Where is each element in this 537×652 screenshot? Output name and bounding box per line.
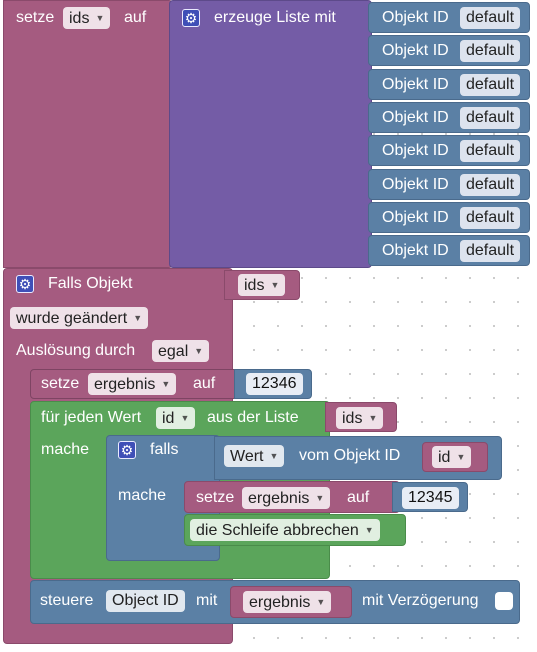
delay-checkbox[interactable] [495, 592, 513, 610]
chevron-down-icon: ▼ [95, 13, 105, 23]
foreach-id-label: id [162, 410, 175, 427]
trigger-by-dropdown[interactable]: egal ▼ [152, 340, 210, 362]
objekt-id-block[interactable]: Objekt ID default [368, 69, 530, 100]
number-input-12345[interactable]: 12345 [402, 487, 459, 509]
objekt-id-label: Objekt ID [382, 176, 449, 193]
objekt-id-value-field[interactable]: default [460, 240, 521, 262]
objekt-id-value-field[interactable]: default [460, 40, 521, 62]
ergebnis-dropdown-1[interactable]: ergebnis ▼ [88, 373, 177, 395]
set-ergebnis-2-keyword: setze [196, 489, 235, 506]
chevron-down-icon: ▼ [315, 493, 325, 503]
objekt-id-value-field[interactable]: default [460, 107, 521, 129]
trigger-by-label: Auslösung durch [16, 342, 136, 359]
chevron-down-icon: ▼ [269, 451, 279, 461]
trigger-condition-dropdown[interactable]: wurde geändert ▼ [10, 307, 149, 329]
object-id-field[interactable]: Object ID [106, 590, 185, 612]
ergebnis-label-1: ergebnis [94, 376, 156, 393]
control-delay-label: mit Verzögerung [362, 592, 479, 609]
objekt-id-label: Objekt ID [382, 142, 449, 159]
value-dropdown-label: Wert [230, 448, 264, 465]
chevron-down-icon: ▼ [270, 280, 280, 290]
objekt-id-label: Objekt ID [382, 109, 449, 126]
number-input-12346[interactable]: 12346 [246, 373, 303, 395]
foreach-id-dropdown[interactable]: id ▼ [156, 407, 196, 429]
foreach-do-label: mache [41, 441, 90, 458]
value-dropdown[interactable]: Wert ▼ [224, 445, 285, 467]
break-loop-label: die Schleife abbrechen [196, 522, 359, 539]
gear-icon[interactable]: ⚙ [16, 275, 34, 293]
control-label: steuere [40, 592, 94, 609]
create-list-label: erzeuge Liste mit [214, 9, 336, 26]
control-ergebnis-label: ergebnis [249, 594, 311, 611]
foreach-list-label: ids [342, 410, 363, 427]
trigger-condition-label: wurde geändert [16, 310, 128, 327]
ergebnis-dropdown-2[interactable]: ergebnis ▼ [242, 487, 331, 509]
foreach-list-dropdown[interactable]: ids ▼ [336, 407, 384, 429]
foreach-from-label: aus der Liste [207, 409, 299, 426]
objekt-id-block[interactable]: Objekt ID default [368, 135, 530, 166]
objekt-id-value-field[interactable]: default [460, 74, 521, 96]
chevron-down-icon: ▼ [133, 313, 143, 323]
trigger-ids-dropdown[interactable]: ids ▼ [238, 274, 286, 296]
control-with-label: mit [196, 592, 218, 609]
objekt-id-label: Objekt ID [382, 242, 449, 259]
objekt-id-label: Objekt ID [382, 42, 449, 59]
trigger-by-value: egal [158, 343, 189, 360]
chevron-down-icon: ▼ [180, 413, 190, 423]
objekt-id-block[interactable]: Objekt ID default [368, 202, 530, 233]
if-label: falls [150, 441, 179, 458]
ids-variable-dropdown[interactable]: ids ▼ [63, 7, 111, 29]
control-ergebnis-dropdown[interactable]: ergebnis ▼ [243, 591, 332, 613]
chevron-down-icon: ▼ [194, 346, 204, 356]
set-ids-keyword: setze [16, 9, 55, 26]
if-do-label: mache [118, 487, 167, 504]
objekt-id-block[interactable]: Objekt ID default [368, 102, 530, 133]
objekt-id-value-field[interactable]: default [460, 140, 521, 162]
object-id-field-label: Object ID [112, 592, 179, 609]
objekt-id-block[interactable]: Objekt ID default [368, 2, 530, 33]
chevron-down-icon: ▼ [161, 379, 171, 389]
objekt-id-label: Objekt ID [382, 9, 449, 26]
if-id-dropdown[interactable]: id ▼ [432, 446, 472, 468]
foreach-label: für jeden Wert [41, 409, 142, 426]
ids-variable-label: ids [69, 10, 90, 27]
if-id-label: id [438, 449, 451, 466]
trigger-ids-label: ids [244, 277, 265, 294]
trigger-label: Falls Objekt [48, 275, 133, 292]
objekt-id-value-field[interactable]: default [460, 7, 521, 29]
objekt-id-block[interactable]: Objekt ID default [368, 235, 530, 266]
break-loop-dropdown[interactable]: die Schleife abbrechen ▼ [190, 519, 380, 541]
set-ergebnis-1-keyword: setze [41, 375, 80, 392]
objekt-id-label: Objekt ID [382, 76, 449, 93]
objekt-id-value-field[interactable]: default [460, 207, 521, 229]
set-ergebnis-1-to: auf [193, 375, 216, 392]
gear-icon[interactable]: ⚙ [182, 9, 200, 27]
objekt-id-value-field[interactable]: default [460, 174, 521, 196]
objekt-id-block[interactable]: Objekt ID default [368, 169, 530, 200]
chevron-down-icon: ▼ [316, 597, 326, 607]
ergebnis-label-2: ergebnis [248, 490, 310, 507]
gear-icon[interactable]: ⚙ [118, 441, 136, 459]
chevron-down-icon: ▼ [456, 452, 466, 462]
if-of-label: vom Objekt ID [299, 447, 401, 464]
objekt-id-block[interactable]: Objekt ID default [368, 35, 530, 66]
objekt-id-label: Objekt ID [382, 209, 449, 226]
chevron-down-icon: ▼ [364, 525, 374, 535]
chevron-down-icon: ▼ [368, 413, 378, 423]
set-ergebnis-2-to: auf [347, 489, 370, 506]
create-list-block[interactable] [169, 0, 372, 268]
set-ids-to: auf [124, 9, 147, 26]
set-ids-block[interactable] [3, 0, 173, 268]
